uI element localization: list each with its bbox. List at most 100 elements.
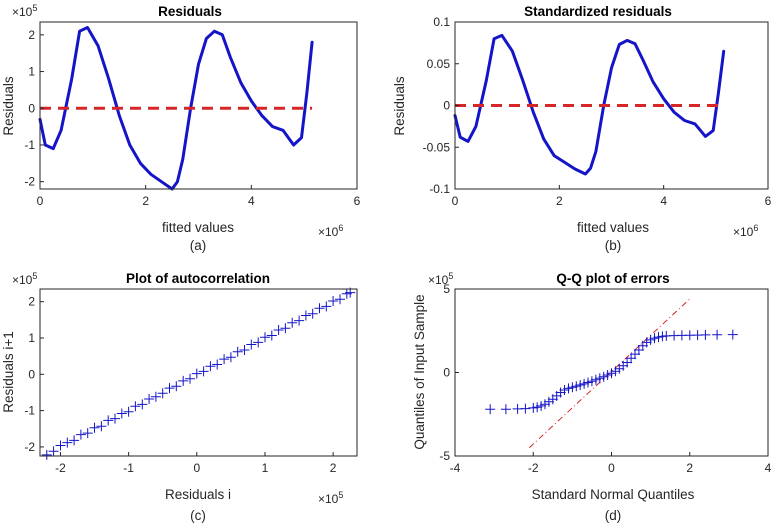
- data-point-c: [300, 310, 311, 321]
- y-tick-label-c: -1: [24, 404, 35, 418]
- data-point-d: [712, 329, 723, 340]
- y-axis-label-a: Residuals: [1, 76, 16, 136]
- data-point-d: [536, 400, 547, 411]
- data-point-c: [96, 421, 107, 432]
- y-tick-label-a: -1: [24, 138, 35, 152]
- data-point-d: [622, 357, 633, 368]
- data-point-c: [335, 294, 345, 305]
- data-point-d: [630, 349, 640, 360]
- x-tick-label-a: 4: [248, 194, 255, 208]
- data-point-c: [260, 332, 270, 343]
- x-exponent-b: ×106: [733, 223, 758, 239]
- y-tick-label-b: 0.1: [433, 15, 450, 29]
- ticks-c: -2 -1 0 1 2 -2 -1 0 1 2: [24, 295, 336, 475]
- y-exponent-d: ×105: [428, 271, 453, 287]
- data-point-d: [586, 376, 597, 387]
- x-tick-label-d: 2: [686, 461, 693, 475]
- data-point-d: [594, 373, 605, 384]
- data-point-c: [219, 354, 230, 365]
- data-point-c: [48, 446, 59, 457]
- data-point-d: [610, 366, 621, 377]
- data-point-c: [62, 437, 73, 448]
- data-point-d: [641, 337, 652, 348]
- chart-title-a: Residuals: [158, 4, 222, 19]
- y-tick-label-a: 2: [28, 28, 35, 42]
- y-tick-label-b: -0.05: [423, 140, 451, 154]
- caption-d: (d): [605, 508, 622, 523]
- data-point-c: [191, 368, 202, 379]
- data-point-d: [653, 332, 664, 343]
- data-point-c: [314, 303, 325, 314]
- y-tick-label-a: -2: [24, 175, 35, 189]
- data-point-c: [205, 361, 216, 372]
- plot-area-b: [453, 33, 726, 176]
- qq-plot-panel: Q-Q plot of errors ×105 -4 -2 0 2 4 -5 0 5 Stan…: [412, 271, 772, 523]
- residuals-panel: Residuals ×105 0 2 4 6 -2 -1 0 1 2 fitted values…: [1, 3, 361, 253]
- data-point-d: [540, 399, 550, 410]
- x-tick-label-c: -2: [55, 461, 66, 475]
- data-point-c: [328, 296, 339, 306]
- data-point-d: [571, 381, 582, 392]
- x-tick-label-c: 1: [262, 461, 269, 475]
- data-point-c: [273, 325, 284, 335]
- residual-series-line-b: [453, 33, 726, 176]
- data-point-c: [150, 391, 161, 402]
- data-point-c: [157, 388, 168, 399]
- data-point-c: [123, 406, 134, 417]
- data-point-d: [532, 402, 543, 413]
- x-tick-label-b: 6: [765, 194, 772, 208]
- x-tick-label-d: 0: [608, 461, 615, 475]
- caption-c: (c): [190, 508, 206, 523]
- residual-series-line-a: [38, 26, 314, 191]
- data-point-d: [583, 377, 593, 388]
- x-tick-label-b: 0: [452, 194, 459, 208]
- data-point-d: [626, 353, 637, 364]
- data-point-c: [116, 408, 127, 419]
- x-tick-label-c: 0: [193, 461, 200, 475]
- chart-title-d: Q-Q plot of errors: [556, 271, 669, 286]
- plot-area-d: [485, 298, 738, 449]
- x-tick-label-a: 2: [142, 194, 149, 208]
- x-tick-label-b: 4: [660, 194, 667, 208]
- x-tick-label-c: 2: [330, 461, 337, 475]
- chart-title-b: Standardized residuals: [524, 4, 672, 19]
- y-exponent-c: ×105: [12, 271, 37, 287]
- data-point-d: [649, 333, 660, 344]
- data-point-c: [287, 317, 298, 328]
- data-point-d: [528, 402, 539, 413]
- data-point-c: [75, 429, 86, 440]
- data-point-d: [563, 383, 574, 394]
- data-point-d: [590, 374, 601, 385]
- data-point-c: [246, 339, 257, 350]
- y-tick-label-c: 0: [28, 367, 35, 381]
- y-tick-label-c: 1: [28, 331, 35, 345]
- ticks-b: 0 2 4 6 -0.1 -0.05 0 0.05 0.1: [423, 15, 772, 208]
- data-point-c: [137, 399, 148, 410]
- x-exponent-a: ×106: [318, 223, 343, 239]
- data-point-c: [280, 323, 291, 334]
- y-tick-label-d: 0: [443, 366, 450, 380]
- data-point-d: [606, 368, 617, 379]
- x-tick-label-d: -2: [528, 461, 539, 475]
- x-axis-label-c: Residuals i: [165, 487, 231, 502]
- x-axis-label-d: Standard Normal Quantiles: [532, 487, 695, 502]
- data-point-d: [500, 404, 511, 415]
- data-point-c: [294, 315, 305, 326]
- x-axis-label-b: fitted values: [577, 220, 649, 235]
- y-axis-label-b: Residuals: [392, 76, 407, 136]
- data-point-c: [55, 440, 66, 451]
- data-point-c: [212, 359, 223, 370]
- data-point-c: [232, 346, 243, 357]
- axes-box-a: [39, 21, 358, 190]
- data-point-d: [579, 378, 590, 389]
- y-axis-label-c: Residuals i+1: [1, 331, 16, 412]
- axes-box-c: [39, 288, 358, 457]
- data-point-c: [82, 428, 93, 439]
- data-point-d: [575, 380, 586, 390]
- y-tick-label-d: 5: [443, 282, 450, 296]
- x-tick-label-b: 2: [556, 194, 563, 208]
- y-tick-label-c: -2: [24, 440, 35, 454]
- data-point-c: [89, 422, 100, 433]
- data-point-c: [185, 373, 195, 384]
